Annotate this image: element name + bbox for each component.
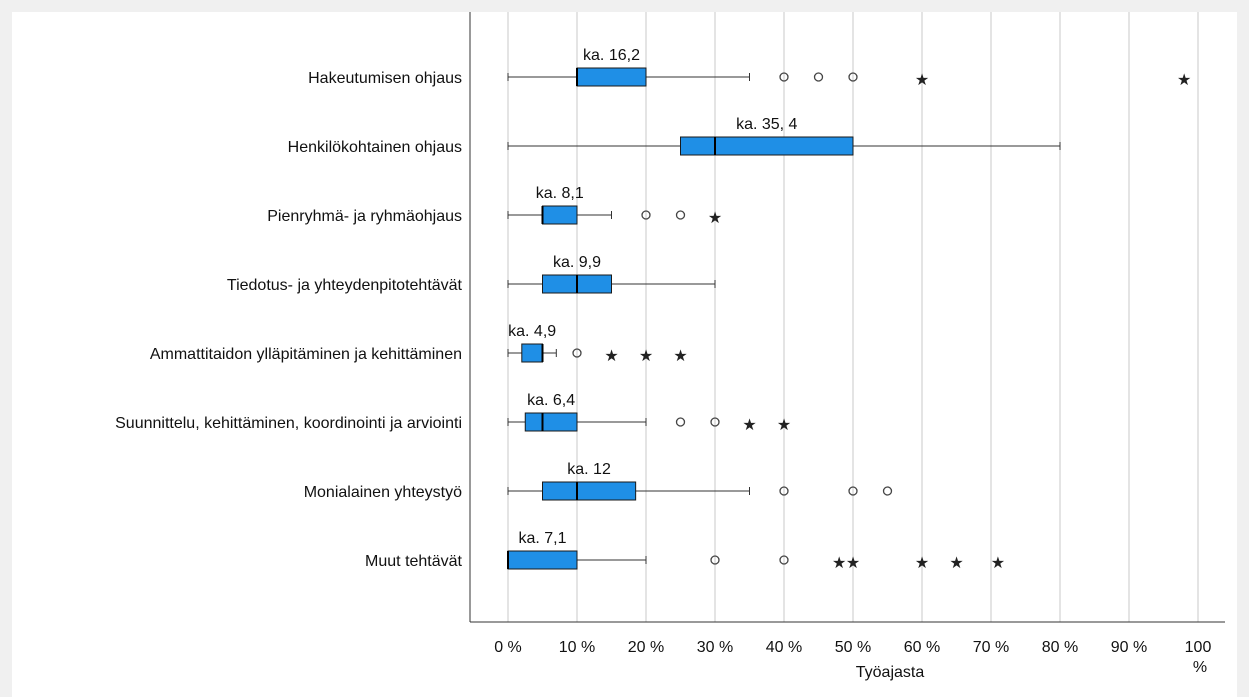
box — [507, 550, 578, 570]
extreme-point: ★ — [604, 346, 618, 365]
category-label: Ammattitaidon ylläpitäminen ja kehittämi… — [150, 346, 462, 363]
extreme-point: ★ — [673, 346, 687, 365]
extreme-point: ★ — [832, 553, 846, 572]
extreme-point: ★ — [846, 553, 860, 572]
mean-label: ka. 12 — [567, 461, 611, 478]
x-tick-label: 40 % — [766, 639, 802, 656]
x-tick-label: 0 % — [494, 639, 522, 656]
x-tick-label: 70 % — [973, 639, 1009, 656]
outlier-point — [779, 486, 789, 496]
category-label: Tiedotus- ja yhteydenpitotehtävät — [227, 277, 463, 294]
x-tick-label: 10 % — [559, 639, 595, 656]
mean-label: ka. 6,4 — [527, 392, 575, 409]
mean-label: ka. 9,9 — [553, 254, 601, 271]
box — [680, 136, 854, 156]
labels: 0 % 10 % 20 % 30 % 40 % 50 % 60 % 70 % 80 % 90 % 1… — [115, 47, 1211, 676]
extreme-point: ★ — [742, 415, 756, 434]
extreme-point: ★ — [915, 553, 929, 572]
x-tick-label: 20 % — [628, 639, 664, 656]
outlier-point — [779, 72, 789, 82]
outlier-point — [641, 210, 651, 220]
mean-label: ka. 4,9 — [508, 323, 556, 340]
boxes: ★ ★★★ ★ ★★ ★★ ★ ★ ★ ★ — [507, 67, 1191, 572]
x-tick-label: 30 % — [697, 639, 733, 656]
box — [521, 343, 543, 363]
extreme-point: ★ — [777, 415, 791, 434]
box — [524, 412, 578, 432]
outlier-point — [848, 486, 858, 496]
x-tick-label: 80 % — [1042, 639, 1078, 656]
outlier-point — [572, 348, 582, 358]
category-label: Henkilökohtainen ohjaus — [288, 139, 462, 156]
category-label: Monialainen yhteystyö — [304, 484, 462, 501]
gridlines — [507, 12, 1199, 622]
x-tick-label: 100% — [1185, 639, 1212, 676]
category-label: Pienryhmä- ja ryhmäohjaus — [267, 208, 462, 225]
outlier-point — [675, 417, 686, 427]
extreme-point: ★ — [915, 70, 929, 89]
extreme-point: ★ — [639, 346, 653, 365]
outlier-point — [710, 555, 720, 565]
extreme-point: ★ — [949, 553, 963, 572]
mean-label: ka. 8,1 — [536, 185, 584, 202]
extreme-point: ★ — [708, 208, 722, 227]
box — [542, 205, 578, 225]
mean-label: ka. 16,2 — [583, 47, 640, 64]
x-axis-title: Työajasta — [856, 664, 925, 681]
extreme-point: ★ — [991, 553, 1005, 572]
outlier-point — [710, 417, 720, 427]
outlier-point — [675, 210, 686, 220]
category-label: Muut tehtävät — [365, 553, 463, 570]
x-tick-label: 90 % — [1111, 639, 1147, 656]
box — [542, 481, 637, 501]
extreme-point: ★ — [1177, 70, 1191, 89]
axes — [469, 12, 1225, 623]
x-tick-label: 60 % — [904, 639, 940, 656]
outlier-point — [848, 72, 858, 82]
outlier-point — [779, 555, 789, 565]
mean-label: ka. 7,1 — [518, 530, 566, 547]
box — [576, 67, 647, 87]
boxplot-chart: ★ ★★★ ★ ★★ ★★ ★ ★ ★ ★ 0 % 10 % 20 % 30 % 40 % 50 % 60 … — [115, 12, 1225, 681]
x-tick-label: 50 % — [835, 639, 871, 656]
outlier-point — [813, 72, 824, 82]
chart-panel: ★ ★ ★ ★ ★ ★ ★ ★ ★ ★ ★ ★ ★ 0 % 10 % 20 % 30 % 40 % 50 % 60 … — [12, 12, 1237, 697]
category-label: Hakeutumisen ohjaus — [308, 70, 462, 87]
outlier-point — [882, 486, 893, 496]
mean-label: ka. 35, 4 — [736, 116, 797, 133]
category-label: Suunnittelu, kehittäminen, koordinointi … — [115, 415, 462, 432]
